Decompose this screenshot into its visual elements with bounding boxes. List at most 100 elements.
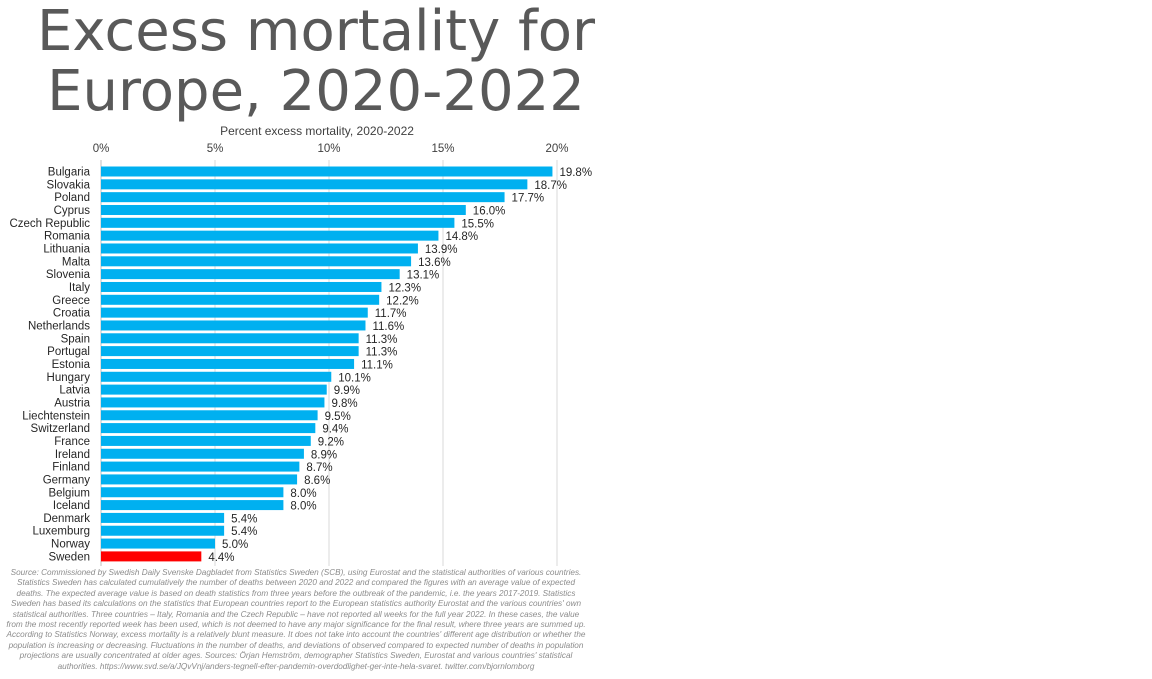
value-label: 11.6%: [372, 321, 404, 333]
bar-norway: [101, 538, 215, 549]
category-label: Netherlands: [28, 320, 90, 332]
bar-luxemburg: [101, 525, 225, 536]
value-label: 13.6%: [418, 257, 451, 269]
bar-iceland: [101, 500, 284, 511]
value-label: 16.0%: [473, 205, 506, 217]
bar-liechtenstein: [101, 410, 318, 421]
bar-slovenia: [101, 269, 400, 280]
value-label: 11.1%: [361, 359, 393, 371]
bar-switzerland: [101, 423, 316, 434]
bar-bulgaria: [101, 166, 553, 177]
bar-france: [101, 435, 311, 446]
bar-estonia: [101, 358, 355, 369]
value-label: 9.4%: [322, 424, 348, 436]
value-label: 15.5%: [461, 218, 494, 230]
x-tick-label: 5%: [207, 143, 224, 155]
value-label: 14.8%: [445, 231, 478, 243]
value-label: 10.1%: [338, 372, 371, 384]
category-label: Hungary: [47, 372, 91, 384]
bar-denmark: [101, 512, 225, 523]
value-label: 8.0%: [290, 501, 316, 513]
bar-sweden: [101, 551, 202, 562]
value-label: 17.7%: [512, 193, 545, 205]
bar-cyprus: [101, 204, 466, 215]
chart-title: Excess mortality for Europe, 2020-2022: [36, 0, 596, 124]
category-label: Switzerland: [31, 423, 90, 435]
bar-netherlands: [101, 320, 366, 331]
category-label: Spain: [61, 333, 90, 345]
category-label: Austria: [54, 397, 90, 409]
category-label: Denmark: [43, 513, 90, 525]
bar-czech-republic: [101, 217, 455, 228]
category-label: Sweden: [48, 551, 90, 563]
value-label: 11.3%: [366, 334, 398, 346]
value-label: 9.8%: [331, 398, 357, 410]
category-label: Slovenia: [46, 269, 91, 281]
category-label: Romania: [44, 231, 91, 243]
bar-austria: [101, 397, 325, 408]
value-label: 8.6%: [304, 475, 330, 487]
category-label: Norway: [51, 539, 90, 551]
bar-romania: [101, 230, 439, 241]
value-labels: 19.8%18.7%17.7% 16.0%15.5%14.8%13.9%13.6%…: [208, 167, 592, 564]
value-label: 8.9%: [311, 449, 337, 461]
x-axis-ticks: 0% 5% 10% 15% 20%: [93, 143, 569, 155]
bar-greece: [101, 294, 380, 305]
value-label: 18.7%: [534, 180, 567, 192]
x-tick-label: 0%: [93, 143, 110, 155]
value-label: 9.9%: [334, 385, 360, 397]
x-tick-label: 15%: [431, 143, 454, 155]
category-label: Estonia: [52, 359, 91, 371]
category-label: Latvia: [59, 385, 90, 397]
x-axis-label: Percent excess mortality, 2020-2022: [220, 124, 414, 138]
value-label: 12.2%: [386, 295, 419, 307]
category-label: Iceland: [53, 500, 90, 512]
category-label: Croatia: [53, 308, 91, 320]
category-label: Greece: [52, 295, 90, 307]
value-label: 19.8%: [559, 167, 592, 179]
bar-portugal: [101, 346, 359, 357]
value-label: 5.0%: [222, 539, 248, 551]
bar-finland: [101, 461, 300, 472]
bar-germany: [101, 474, 298, 485]
bar-ireland: [101, 448, 304, 459]
bar-poland: [101, 192, 505, 203]
category-label: Finland: [52, 462, 90, 474]
value-label: 4.4%: [208, 552, 234, 564]
value-label: 12.3%: [388, 282, 421, 294]
category-label: Poland: [54, 192, 90, 204]
value-label: 9.5%: [325, 411, 351, 423]
category-label: Lithuania: [43, 243, 90, 255]
category-label: Liechtenstein: [22, 410, 90, 422]
bar-croatia: [101, 307, 368, 318]
value-label: 13.1%: [407, 270, 440, 282]
category-label: Luxemburg: [32, 526, 90, 538]
category-label: Ireland: [55, 449, 90, 461]
value-label: 11.3%: [366, 347, 398, 359]
category-label: Czech Republic: [9, 218, 90, 230]
bar-spain: [101, 333, 359, 344]
category-label: France: [54, 436, 90, 448]
value-label: 13.9%: [425, 244, 458, 256]
bar-lithuania: [101, 243, 418, 254]
value-label: 8.0%: [290, 488, 316, 500]
bar-malta: [101, 256, 412, 267]
bar-slovakia: [101, 179, 528, 190]
bars: [101, 166, 553, 562]
x-tick-label: 10%: [317, 143, 340, 155]
source-note: Source: Commissioned by Swedish Daily Sv…: [6, 568, 586, 671]
bar-latvia: [101, 384, 327, 395]
value-label: 5.4%: [231, 526, 257, 538]
value-label: 8.7%: [306, 462, 332, 474]
value-label: 11.7%: [375, 308, 407, 320]
bar-belgium: [101, 487, 284, 498]
x-tick-label: 20%: [545, 143, 568, 155]
category-label: Italy: [69, 282, 90, 294]
category-label: Cyprus: [54, 205, 91, 217]
value-label: 9.2%: [318, 436, 344, 448]
category-label: Slovakia: [47, 179, 91, 191]
bar-hungary: [101, 371, 332, 382]
category-label: Malta: [62, 256, 91, 268]
